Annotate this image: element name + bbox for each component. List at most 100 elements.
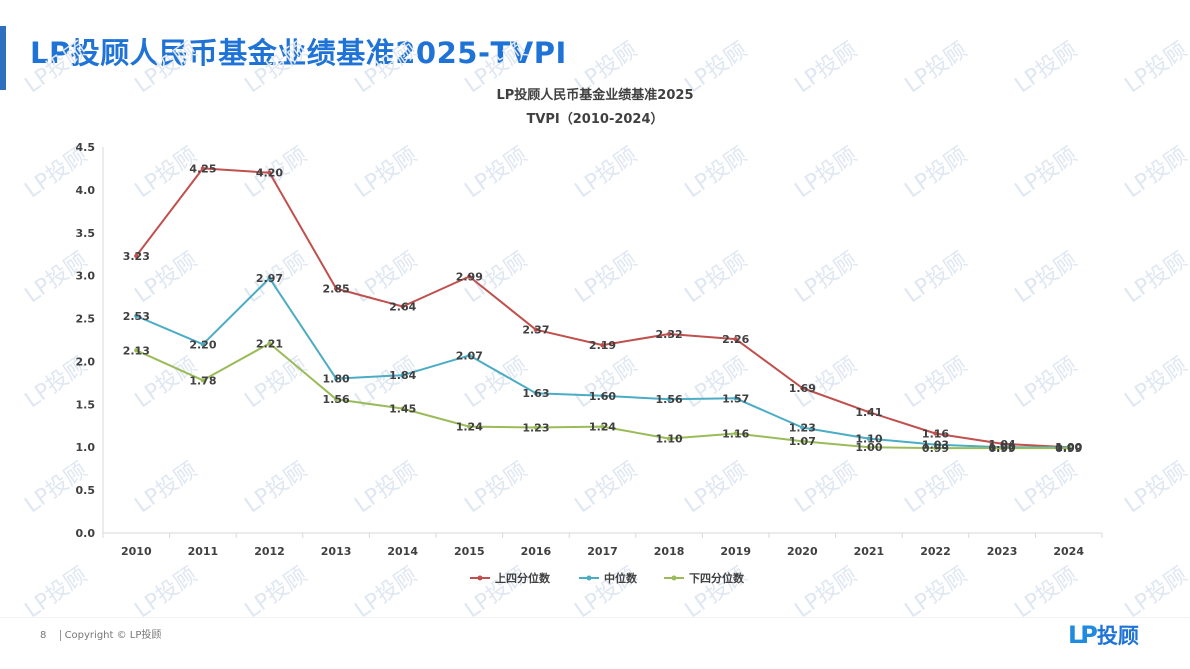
data-label: 2.99	[456, 271, 483, 284]
data-label: 1.16	[722, 427, 749, 440]
data-label: 4.25	[189, 162, 216, 175]
data-point	[400, 304, 405, 309]
x-tick-label: 2016	[521, 545, 552, 558]
data-point	[134, 313, 139, 319]
data-point	[333, 376, 339, 381]
data-point	[533, 327, 539, 332]
data-labels: 3.23 4.25 4.20 2.85 2.64 2.99 2.37 2.19 2.32 2.26…	[123, 162, 1083, 455]
data-point	[666, 331, 672, 337]
data-label: 1.80	[323, 373, 350, 386]
data-point	[267, 341, 272, 346]
data-point	[800, 385, 805, 391]
x-tick-label: 2011	[188, 545, 219, 558]
data-label: 2.53	[123, 310, 150, 323]
data-point	[800, 439, 805, 444]
data-label: 1.23	[789, 421, 816, 434]
footer-divider	[0, 617, 1190, 618]
y-tick-label: 4.0	[76, 184, 96, 197]
data-point	[134, 253, 139, 259]
data-point	[467, 274, 472, 279]
data-point	[200, 378, 206, 383]
data-label: 1.23	[522, 421, 549, 434]
data-point	[666, 436, 672, 441]
data-label: 1.16	[922, 427, 949, 440]
data-label: 3.23	[123, 250, 150, 263]
data-label: 1.41	[855, 406, 882, 419]
data-point	[866, 409, 872, 415]
data-point	[134, 348, 139, 353]
data-point	[733, 336, 738, 342]
legend-swatch-marker	[477, 575, 483, 581]
y-tick-label: 0.5	[76, 484, 96, 497]
logo-text: 投顾	[1096, 624, 1139, 648]
data-point	[600, 342, 605, 348]
data-point	[733, 431, 738, 436]
data-label: 2.97	[256, 272, 283, 285]
data-label: 1.24	[456, 421, 483, 434]
data-point	[600, 393, 605, 398]
x-tick-label: 2024	[1053, 545, 1084, 558]
data-label: 1.10	[855, 433, 882, 446]
data-point	[1066, 445, 1071, 451]
data-point	[467, 353, 472, 358]
data-point	[933, 445, 938, 451]
data-label: 1.00	[989, 441, 1016, 454]
data-label: 0.99	[922, 442, 949, 455]
y-tick-label: 2.0	[76, 355, 96, 368]
data-label: 2.85	[323, 283, 350, 296]
data-point	[400, 372, 405, 378]
data-label: 1.63	[522, 387, 549, 400]
data-point	[200, 342, 206, 347]
y-tick-label: 3.5	[76, 227, 96, 240]
x-tick-label: 2022	[920, 545, 951, 558]
data-label: 2.32	[656, 328, 683, 341]
x-tick-label: 2015	[454, 545, 485, 558]
legend-label: 中位数	[604, 571, 638, 585]
data-label: 1.07	[789, 435, 816, 448]
data-label: 2.07	[456, 349, 483, 362]
data-point	[533, 425, 539, 430]
data-label: 0.99	[1055, 442, 1082, 455]
y-tick-label: 0.0	[76, 527, 96, 540]
x-tick-label: 2010	[121, 545, 152, 558]
data-point	[866, 445, 872, 450]
left-accent-bar	[0, 26, 6, 90]
x-tick-label: 2018	[654, 545, 685, 558]
brand-logo: LP 投顾	[1068, 620, 1139, 650]
x-tick-label: 2012	[254, 545, 285, 558]
data-point	[533, 390, 539, 396]
legend-label: 上四分位数	[495, 571, 551, 585]
data-label: 1.00	[855, 441, 882, 454]
data-label: 2.64	[389, 301, 416, 314]
x-tick-label: 2017	[587, 545, 618, 558]
data-label: 2.19	[589, 339, 616, 352]
x-tick-label: 2023	[987, 545, 1018, 558]
data-point	[267, 170, 272, 175]
data-label: 2.37	[522, 324, 549, 337]
data-point	[999, 445, 1005, 451]
page-number: 8	[40, 630, 47, 641]
data-point	[733, 396, 738, 401]
data-label: 1.56	[323, 393, 350, 406]
data-point	[467, 424, 472, 429]
logo-mark-icon: LP	[1068, 621, 1098, 649]
series-lines	[134, 166, 1071, 451]
footer: 8 Copyright © LP投顾	[40, 626, 162, 641]
data-point	[933, 431, 938, 436]
data-label: 1.03	[922, 439, 949, 452]
data-label: 2.13	[123, 344, 150, 357]
chart-title: LP投顾人民币基金业绩基准2025	[497, 87, 694, 103]
legend-swatch-marker	[586, 575, 592, 581]
data-label: 1.56	[656, 393, 683, 406]
data-point	[333, 396, 339, 402]
data-label: 1.00	[1055, 441, 1082, 454]
x-tick-label: 2020	[787, 545, 818, 558]
data-label: 1.04	[989, 438, 1016, 451]
legend-swatch-marker	[671, 575, 677, 581]
y-tick-label: 1.5	[76, 398, 96, 411]
x-tick-label: 2021	[854, 545, 885, 558]
data-point	[666, 396, 672, 402]
data-point	[800, 425, 805, 430]
data-point	[933, 442, 938, 447]
